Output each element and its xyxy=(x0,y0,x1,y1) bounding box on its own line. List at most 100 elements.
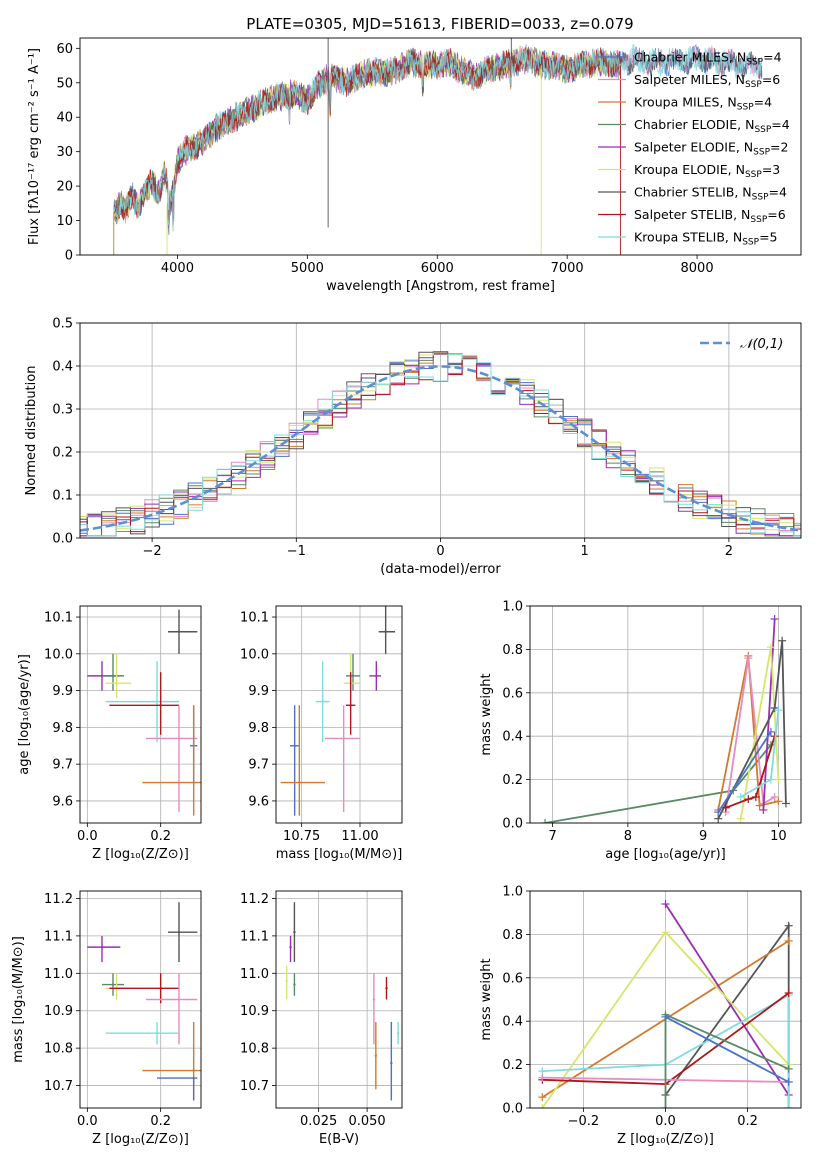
tick-label-x: −0.2 xyxy=(568,1114,600,1129)
tick-label-y: 0.2 xyxy=(502,1058,523,1073)
x-axis-label: mass [log₁₀(M/M⊙)] xyxy=(276,847,403,862)
tick-label-y: 50 xyxy=(56,76,73,91)
tick-label-x: 7000 xyxy=(551,261,584,276)
mass-vs-ebv-panel: 0.025 0.050 10.7 10.8 10.9 11.0 11.1 11.2 E(B-V) xyxy=(240,890,403,1147)
data-point xyxy=(177,930,181,934)
tick-label-y: 30 xyxy=(56,145,73,160)
plot-area xyxy=(285,902,400,1101)
tick-label-y: 0.0 xyxy=(502,1102,523,1117)
residual-histogram-panel: −2 −1 0 1 2 0.0 0.1 0.2 0.3 0.4 0.5 (data-model)/er… xyxy=(24,317,802,577)
y-axis-label: mass weight xyxy=(479,958,494,1040)
data-point xyxy=(321,700,324,703)
tick-label-y: 0.2 xyxy=(52,446,73,461)
tick-label-y: 0.0 xyxy=(502,817,523,832)
x-axis-label: (data-model)/error xyxy=(380,562,501,577)
legend-label: Chabrier STELIB, NSSP=4 xyxy=(634,185,787,203)
tick-label-y: 0 xyxy=(65,249,73,264)
legend-label: Salpeter STELIB, NSSP=6 xyxy=(634,207,786,225)
plot-area xyxy=(541,615,790,823)
tick-label-x: 0.2 xyxy=(150,829,171,844)
plot-area xyxy=(80,351,801,537)
plot-area xyxy=(87,609,201,816)
axes-frame xyxy=(275,605,403,824)
tick-label-y: 0.4 xyxy=(52,360,73,375)
mass-weight-vs-age-panel: 7 8 9 10 0.0 0.2 0.4 0.6 0.8 1.0 age [log₁₀(age/yr… xyxy=(479,600,802,862)
data-point xyxy=(351,674,355,678)
weight-line xyxy=(717,640,787,820)
tick-label-y: 0.6 xyxy=(502,686,523,701)
tick-label-y: 0.0 xyxy=(52,532,73,547)
tick-label-x: 0.0 xyxy=(77,1114,98,1129)
tick-label-y: 0.3 xyxy=(52,403,73,418)
x-axis-label: Z [log₁₀(Z/Z⊙)] xyxy=(92,1132,189,1147)
data-point xyxy=(289,945,292,949)
tick-label-y: 10 xyxy=(56,214,73,229)
age-vs-metallicity-panel: 0.0 0.2 9.6 9.7 9.8 9.9 10.0 10.1 Z [log₁₀(Z/Z⊙)… xyxy=(17,605,202,862)
data-point xyxy=(372,998,376,1001)
data-point xyxy=(159,987,162,990)
tick-label-y: 10.0 xyxy=(44,647,73,662)
plot-area xyxy=(538,900,793,1108)
weight-line xyxy=(717,655,779,811)
spectrum-line xyxy=(113,43,762,231)
weight-line xyxy=(665,1016,790,1083)
tick-label-y: 10.1 xyxy=(44,611,73,626)
data-point xyxy=(177,998,181,1001)
y-axis-label: Flux [fλ10⁻¹⁷ erg cm⁻² s⁻¹ A⁻¹] xyxy=(27,48,42,245)
tick-label-y: 60 xyxy=(56,42,73,57)
axes-frame xyxy=(529,605,802,824)
legend-label: Chabrier MILES, NSSP=4 xyxy=(634,50,782,68)
tick-label-x: 10.75 xyxy=(283,829,320,844)
legend-label: Chabrier ELODIE, NSSP=4 xyxy=(634,117,790,135)
weight-line xyxy=(725,735,776,809)
spectrum-panel: 4000 5000 6000 7000 8000 0 10 20 30 40 50 60 wavelen… xyxy=(27,37,802,294)
legend-label: Kroupa ELODIE, NSSP=3 xyxy=(634,162,780,180)
data-point xyxy=(111,983,115,986)
tick-label-x: 0.050 xyxy=(348,1114,385,1129)
y-axis-label: Normed distribution xyxy=(24,366,39,496)
histogram-step xyxy=(80,354,801,537)
tick-label-x: 7 xyxy=(548,829,556,844)
plot-area xyxy=(87,902,201,1101)
tick-label-y: 10.7 xyxy=(44,1079,73,1094)
weight-line xyxy=(542,993,790,1108)
tick-label-y: 20 xyxy=(56,180,73,195)
tick-label-y: 10.8 xyxy=(44,1042,73,1057)
mass-weight-vs-metallicity-panel: −0.2 0.0 0.2 0.0 0.2 0.4 0.6 0.8 1.0 Z [log₁₀(Z/Z… xyxy=(479,885,802,1147)
tick-label-x: 6000 xyxy=(421,261,454,276)
mass-vs-metallicity-panel: 0.0 0.2 10.7 10.8 10.9 11.0 11.1 11.2 Z [log₁₀(Z… xyxy=(11,890,202,1147)
axes-frame xyxy=(79,890,202,1109)
tick-label-y: 9.8 xyxy=(248,721,269,736)
tick-label-x: 0 xyxy=(436,544,444,559)
x-axis-label: E(B-V) xyxy=(319,1132,359,1147)
tick-label-x: 0.0 xyxy=(655,1114,676,1129)
tick-label-y: 10.9 xyxy=(44,1004,73,1019)
data-point xyxy=(384,630,387,633)
data-point xyxy=(293,983,296,986)
legend-label: Kroupa MILES, NSSP=4 xyxy=(634,95,772,113)
plot-area xyxy=(280,606,395,816)
tick-label-x: 5000 xyxy=(291,261,324,276)
data-point xyxy=(115,682,118,685)
legend-label: Kroupa STELIB, NSSP=5 xyxy=(634,230,778,248)
data-point xyxy=(192,781,195,784)
data-point xyxy=(111,674,115,678)
data-point xyxy=(155,700,159,703)
tick-label-y: 10.1 xyxy=(240,611,269,626)
axes-frame xyxy=(275,890,403,1109)
tick-label-x: 2 xyxy=(725,544,733,559)
tick-label-y: 9.6 xyxy=(248,794,269,809)
figure-title: PLATE=0305, MJD=51613, FIBERID=0033, z=0… xyxy=(246,15,633,33)
legend-label: 𝒩(0,1) xyxy=(740,337,783,352)
tick-label-x: 0.025 xyxy=(300,1114,337,1129)
age-vs-mass-panel: 10.75 11.00 9.6 9.7 9.8 9.9 10.0 10.1 mass [log₁… xyxy=(240,605,403,862)
tick-label-y: 10.8 xyxy=(240,1042,269,1057)
tick-label-y: 11.2 xyxy=(44,892,73,907)
data-point xyxy=(177,630,181,633)
tick-label-y: 0.8 xyxy=(502,643,523,658)
data-point xyxy=(298,781,301,784)
tick-label-y: 0.1 xyxy=(52,489,73,504)
data-point xyxy=(100,945,104,949)
tick-label-x: −1 xyxy=(287,544,306,559)
